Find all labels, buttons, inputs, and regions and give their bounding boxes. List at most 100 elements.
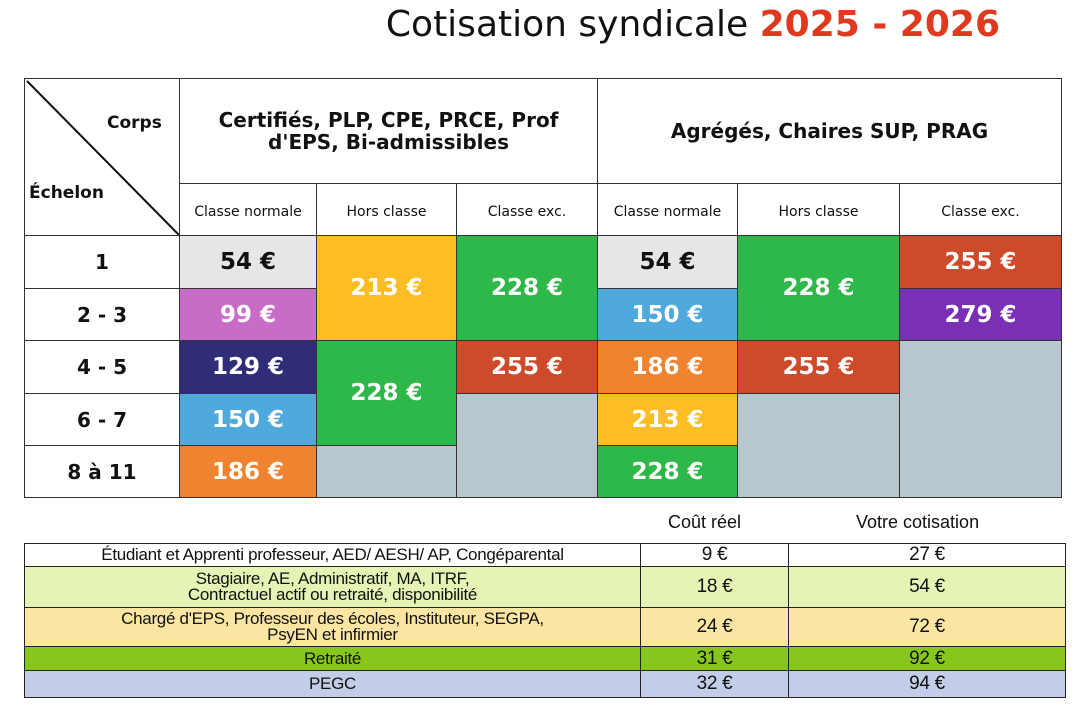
corps-group-2-header: Agrégés, Chaires SUP, PRAG (597, 78, 1062, 184)
price-value: 150 € (631, 301, 704, 328)
cout-reel-value: 31 € (696, 647, 733, 669)
echelon-text: 6 - 7 (76, 407, 128, 432)
column-header-cout: Coût réel (668, 512, 742, 532)
class-header: Classe exc. (456, 183, 598, 236)
echelon-text: 4 - 5 (76, 355, 128, 379)
empty-cell (737, 393, 900, 498)
class-header-label: Classe normale (613, 203, 722, 220)
class-header-label: Classe normale (194, 203, 302, 220)
class-header: Classe normale (179, 183, 317, 236)
class-header: Hors classe (737, 183, 900, 236)
category-label-text: Retraité (303, 648, 362, 668)
category-label-text: Étudiant et Apprenti professeur, AED/ AE… (101, 545, 564, 564)
price-cell: 255 € (737, 340, 900, 394)
category-label: Stagiaire, AE, Administratif, MA, ITRF, … (24, 566, 641, 608)
cout-reel-value: 9 € (701, 544, 728, 565)
title-main: Cotisation syndicale (385, 4, 749, 45)
price-value: 186 € (211, 458, 285, 485)
price-value: 99 € (219, 301, 277, 328)
price-value: 255 € (490, 354, 564, 380)
diagonal-line (26, 80, 180, 236)
cout-reel-cell: 18 € (640, 566, 789, 608)
cout-reel-value: 24 € (696, 616, 733, 637)
cotisation-value: 27 € (909, 544, 945, 565)
price-value: 213 € (350, 275, 423, 301)
price-cell: 228 € (316, 340, 457, 446)
category-label-text: PEGC (309, 674, 356, 693)
echelon-text: 8 à 11 (67, 459, 137, 484)
echelon-label: 4 - 5 (24, 340, 180, 394)
cotisation-cell: 92 € (788, 646, 1066, 671)
class-header: Hors classe (316, 183, 457, 236)
cout-reel-cell: 9 € (640, 543, 789, 567)
cotisation-value: 94 € (909, 673, 945, 694)
class-header: Classe exc. (899, 183, 1062, 236)
price-value: 213 € (631, 406, 704, 433)
price-value: 228 € (350, 380, 423, 406)
page-title: Cotisation syndicale 2025 - 2026 (0, 4, 1000, 45)
corner-echelon-label: Échelon (29, 183, 104, 203)
price-value: 255 € (944, 249, 1017, 275)
price-cell: 54 € (179, 235, 317, 289)
category-label: Retraité (24, 646, 641, 671)
price-cell: 186 € (597, 340, 738, 394)
cout-reel-cell: 31 € (640, 646, 789, 671)
class-header-label: Hors classe (778, 203, 859, 220)
cout-reel-cell: 32 € (640, 670, 789, 698)
price-value: 279 € (944, 301, 1017, 328)
cotisation-value: 72 € (909, 616, 945, 637)
price-value: 150 € (211, 406, 285, 433)
cotisation-cell: 72 € (788, 607, 1066, 647)
price-cell: 255 € (899, 235, 1062, 289)
price-value: 54 € (639, 249, 696, 275)
cout-reel-value: 32 € (696, 673, 733, 694)
price-value: 228 € (490, 275, 564, 301)
echelon-label: 6 - 7 (24, 393, 180, 446)
class-header-label: Classe exc. (941, 203, 1020, 220)
price-cell: 99 € (179, 288, 317, 341)
price-cell: 150 € (597, 288, 738, 341)
column-header-cotisation: Votre cotisation (856, 512, 980, 532)
price-cell: 279 € (899, 288, 1062, 341)
corner-corps-label: Corps (107, 113, 162, 133)
category-label: Chargé d'EPS, Professeur des écoles, Ins… (24, 607, 641, 647)
empty-cell (899, 340, 1062, 498)
price-value: 54 € (219, 249, 277, 275)
empty-cell (456, 393, 598, 498)
corps-group-1-header: Certifiés, PLP, CPE, PRCE, Prof d'EPS, B… (179, 78, 598, 184)
echelon-label: 8 à 11 (24, 445, 180, 498)
price-value: 186 € (631, 354, 704, 380)
price-value: 129 € (211, 354, 285, 380)
category-label: Étudiant et Apprenti professeur, AED/ AE… (24, 543, 641, 567)
echelon-text: 2 - 3 (76, 302, 128, 327)
price-cell: 186 € (179, 445, 317, 498)
class-header: Classe normale (597, 183, 738, 236)
price-cell: 150 € (179, 393, 317, 446)
category-label-text: Chargé d'EPS, Professeur des écoles, Ins… (121, 609, 544, 644)
price-cell: 228 € (737, 235, 900, 341)
echelon-text: 1 (95, 250, 109, 274)
price-cell: 228 € (456, 235, 598, 341)
price-cell: 213 € (597, 393, 738, 446)
echelon-label: 1 (24, 235, 180, 289)
price-cell: 129 € (179, 340, 317, 394)
echelon-label: 2 - 3 (24, 288, 180, 341)
price-cell: 255 € (456, 340, 598, 394)
cotisation-cell: 94 € (788, 670, 1066, 698)
price-value: 228 € (631, 458, 704, 485)
category-label: PEGC (24, 670, 641, 698)
cout-reel-value: 18 € (696, 576, 733, 597)
cotisation-value: 92 € (909, 647, 945, 669)
corps-group-2-label: Agrégés, Chaires SUP, PRAG (670, 119, 989, 143)
corner-cell: Corps Échelon (24, 78, 180, 236)
price-cell: 54 € (597, 235, 738, 289)
category-label-text: Stagiaire, AE, Administratif, MA, ITRF, … (187, 569, 478, 604)
cotisation-cell: 54 € (788, 566, 1066, 608)
price-cell: 213 € (316, 235, 457, 341)
cotisation-cell: 27 € (788, 543, 1066, 567)
price-value: 228 € (782, 275, 855, 301)
cotisation-value: 54 € (909, 576, 945, 597)
title-years: 2025 - 2026 (759, 4, 1000, 45)
price-cell: 228 € (597, 445, 738, 498)
empty-cell (316, 445, 457, 498)
